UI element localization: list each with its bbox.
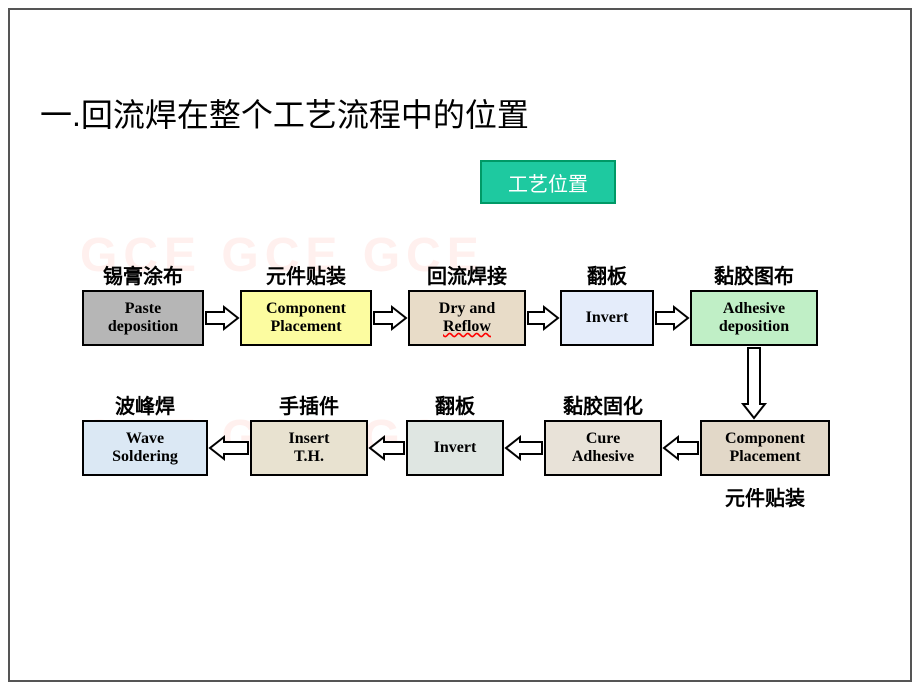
box-line1: Invert: [408, 439, 502, 457]
box-line1: Insert: [252, 430, 366, 448]
box-line1: Adhesive: [692, 300, 816, 318]
box-line1: Wave: [84, 430, 206, 448]
callout-label: 工艺位置: [508, 174, 588, 196]
flow-box-invert1: Invert: [560, 290, 654, 346]
box-line2: Placement: [702, 448, 828, 466]
flow-box-invert2: Invert: [406, 420, 504, 476]
flow-box-cure: CureAdhesive: [544, 420, 662, 476]
flow-box-place1: ComponentPlacement: [240, 290, 372, 346]
flow-box-wave: WaveSoldering: [82, 420, 208, 476]
callout-bubble: 工艺位置: [480, 160, 616, 204]
flow-box-reflow: Dry andReflow: [408, 290, 526, 346]
box-label-invert2: 翻板: [406, 390, 504, 419]
box-line2: deposition: [692, 318, 816, 336]
box-line2: Placement: [242, 318, 370, 336]
box-label-insert: 手插件: [250, 390, 368, 419]
box-label-paste: 锡膏涂布: [82, 260, 204, 289]
flow-box-paste: Pastedeposition: [82, 290, 204, 346]
box-label-invert1: 翻板: [560, 260, 654, 289]
box-label-place1: 元件贴装: [240, 260, 372, 289]
box-label-cure: 黏胶固化: [544, 390, 662, 419]
box-line2: Adhesive: [546, 448, 660, 466]
box-line2: deposition: [84, 318, 202, 336]
flow-box-adhesive: Adhesivedeposition: [690, 290, 818, 346]
box-line1: Component: [702, 430, 828, 448]
box-line2: Reflow: [410, 318, 524, 336]
box-line2: Soldering: [84, 448, 206, 466]
slide-title: 一.回流焊在整个工艺流程中的位置: [40, 90, 529, 136]
box-line2: T.H.: [252, 448, 366, 466]
box-label-wave: 波峰焊: [82, 390, 208, 419]
box-label-adhesive: 黏胶图布: [690, 260, 818, 289]
box-line1: Paste: [84, 300, 202, 318]
box-label-reflow: 回流焊接: [408, 260, 526, 289]
box-line1: Component: [242, 300, 370, 318]
flow-box-insert: InsertT.H.: [250, 420, 368, 476]
box-line1: Invert: [562, 309, 652, 327]
box-line1: Cure: [546, 430, 660, 448]
box-line1: Dry and: [410, 300, 524, 318]
flow-box-place2: ComponentPlacement: [700, 420, 830, 476]
box-label-place2: 元件贴装: [700, 482, 830, 511]
